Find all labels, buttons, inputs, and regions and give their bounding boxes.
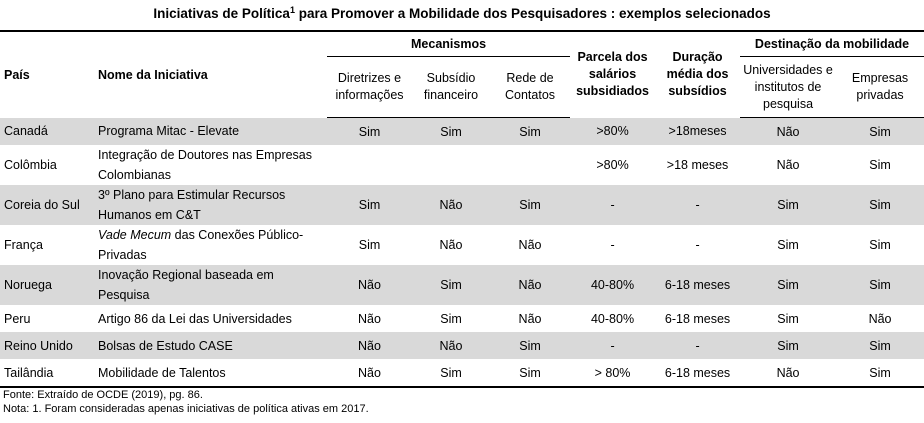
- header-destination: Destinação da mobilidade: [740, 30, 924, 57]
- cell-companies: Sim: [836, 265, 924, 305]
- cell-companies: Sim: [836, 359, 924, 388]
- cell-country: Reino Unido: [0, 332, 94, 359]
- cell-salary-share: >80%: [570, 117, 656, 145]
- cell-companies: Sim: [836, 117, 924, 145]
- table-row: Coreia do Sul 3º Plano para Estimular Re…: [0, 185, 924, 225]
- cell-universities: Sim: [740, 185, 837, 225]
- cell-subsidy: Sim: [412, 265, 490, 305]
- cell-duration: -: [655, 185, 741, 225]
- cell-network: Sim: [490, 332, 571, 359]
- cell-network: [490, 145, 570, 185]
- cell-companies: Sim: [869, 158, 891, 172]
- table-row: Noruega Inovação Regional baseada em Pes…: [0, 265, 924, 305]
- cell-salary-share: 40-80%: [570, 265, 656, 305]
- cell-network: Não: [518, 238, 542, 252]
- cell-duration: 6-18 meses: [664, 311, 731, 326]
- cell-network: Sim: [490, 359, 571, 388]
- table-row: Reino Unido Bolsas de Estudo CASE Não Nã…: [0, 332, 924, 359]
- header-subsidy: Subsídio financeiro: [412, 56, 490, 118]
- header-duration: Duração média dos subsídios: [655, 30, 741, 118]
- cell-duration: >18meses: [655, 117, 741, 145]
- table-row: Peru Artigo 86 da Lei das Universidades …: [0, 305, 924, 332]
- cell-companies: Sim: [836, 185, 924, 225]
- cell-guidelines: Sim: [327, 185, 412, 225]
- cell-subsidy: Sim: [412, 359, 490, 388]
- cell-country: Coreia do Sul: [0, 185, 94, 225]
- cell-guidelines: [327, 145, 412, 185]
- cell-network: Sim: [490, 185, 571, 225]
- title-rest: para Promover a Mobilidade dos Pesquisad…: [294, 6, 771, 21]
- cell-salary-share: -: [610, 238, 615, 252]
- header-country: País: [0, 30, 94, 118]
- cell-duration: -: [655, 332, 741, 359]
- table-title: Iniciativas de Política1 para Promover a…: [0, 0, 924, 30]
- table-row: Colômbia Integração de Doutores nas Empr…: [0, 145, 924, 185]
- cell-country: Colômbia: [4, 158, 57, 172]
- cell-duration: 6-18 meses: [655, 359, 741, 388]
- cell-universities: Sim: [777, 311, 799, 326]
- cell-country: Noruega: [0, 265, 94, 305]
- header-companies: Empresas privadas: [836, 56, 924, 118]
- cell-guidelines: Sim: [327, 117, 412, 145]
- cell-salary-share: -: [570, 185, 656, 225]
- cell-universities: Não: [740, 117, 837, 145]
- policy-initiatives-table: País Nome da Iniciativa Mecanismos Parce…: [0, 30, 924, 388]
- cell-subsidy: Não: [439, 238, 463, 252]
- cell-universities: Sim: [777, 238, 799, 252]
- cell-universities: Não: [740, 359, 837, 388]
- cell-salary-share: -: [570, 332, 656, 359]
- cell-companies: Sim: [869, 238, 891, 252]
- cell-guidelines: Não: [327, 265, 412, 305]
- cell-country: Peru: [4, 311, 31, 326]
- header-universities: Universidades e institutos de pesquisa: [740, 56, 837, 118]
- cell-initiative: Inovação Regional baseada em Pesquisa: [94, 265, 327, 305]
- header-salary-share: Parcela dos salários subsidiados: [570, 30, 656, 118]
- header-network: Rede de Contatos: [490, 56, 571, 118]
- cell-guidelines: Não: [327, 332, 412, 359]
- cell-subsidy: Não: [412, 185, 490, 225]
- cell-universities: Não: [776, 158, 800, 172]
- cell-guidelines: Sim: [358, 238, 381, 252]
- cell-initiative: Vade Mecum das Conexões Público-Privadas: [98, 228, 304, 262]
- table-row: Canadá Programa Mitac - Elevate Sim Sim …: [0, 117, 924, 145]
- cell-duration: -: [695, 238, 700, 252]
- cell-initiative: Integração de Doutores nas Empresas Colo…: [98, 148, 313, 182]
- header-guidelines: Diretrizes e informações: [327, 56, 412, 118]
- cell-initiative: Programa Mitac - Elevate: [94, 117, 327, 145]
- cell-country: Tailândia: [0, 359, 94, 388]
- cell-subsidy: [412, 145, 490, 185]
- footnote: Nota: 1. Foram consideradas apenas inici…: [3, 403, 369, 415]
- cell-duration: 6-18 meses: [655, 265, 741, 305]
- cell-country: Canadá: [0, 117, 94, 145]
- cell-duration: >18 meses: [666, 158, 729, 172]
- title-footnote-marker: 1: [289, 5, 295, 15]
- cell-network: Sim: [490, 117, 571, 145]
- cell-initiative: Bolsas de Estudo CASE: [94, 332, 327, 359]
- title-text: Iniciativas de Política: [153, 6, 290, 21]
- cell-salary-share: >80%: [596, 158, 629, 172]
- source-note: Fonte: Extraído de OCDE (2019), pg. 86.: [3, 389, 203, 401]
- cell-universities: Sim: [740, 265, 837, 305]
- cell-subsidy: Sim: [440, 311, 462, 326]
- cell-guidelines: Não: [358, 311, 381, 326]
- cell-salary-share: 40-80%: [590, 311, 635, 326]
- cell-subsidy: Não: [412, 332, 490, 359]
- table-row: Tailândia Mobilidade de Talentos Não Sim…: [0, 359, 924, 388]
- table-row: França Vade Mecum das Conexões Público-P…: [0, 225, 924, 265]
- cell-companies: Sim: [836, 332, 924, 359]
- cell-salary-share: > 80%: [570, 359, 656, 388]
- cell-initiative: 3º Plano para Estimular Recursos Humanos…: [94, 185, 327, 225]
- cell-initiative: Mobilidade de Talentos: [94, 359, 327, 388]
- cell-network: Não: [490, 265, 571, 305]
- cell-initiative: Artigo 86 da Lei das Universidades: [98, 311, 292, 326]
- header-initiative: Nome da Iniciativa: [94, 30, 327, 118]
- cell-universities: Sim: [740, 332, 837, 359]
- cell-country: França: [4, 238, 43, 252]
- cell-companies: Não: [868, 311, 892, 326]
- cell-guidelines: Não: [327, 359, 412, 388]
- cell-network: Não: [518, 311, 542, 326]
- header-mechanisms: Mecanismos: [327, 30, 571, 57]
- cell-subsidy: Sim: [412, 117, 490, 145]
